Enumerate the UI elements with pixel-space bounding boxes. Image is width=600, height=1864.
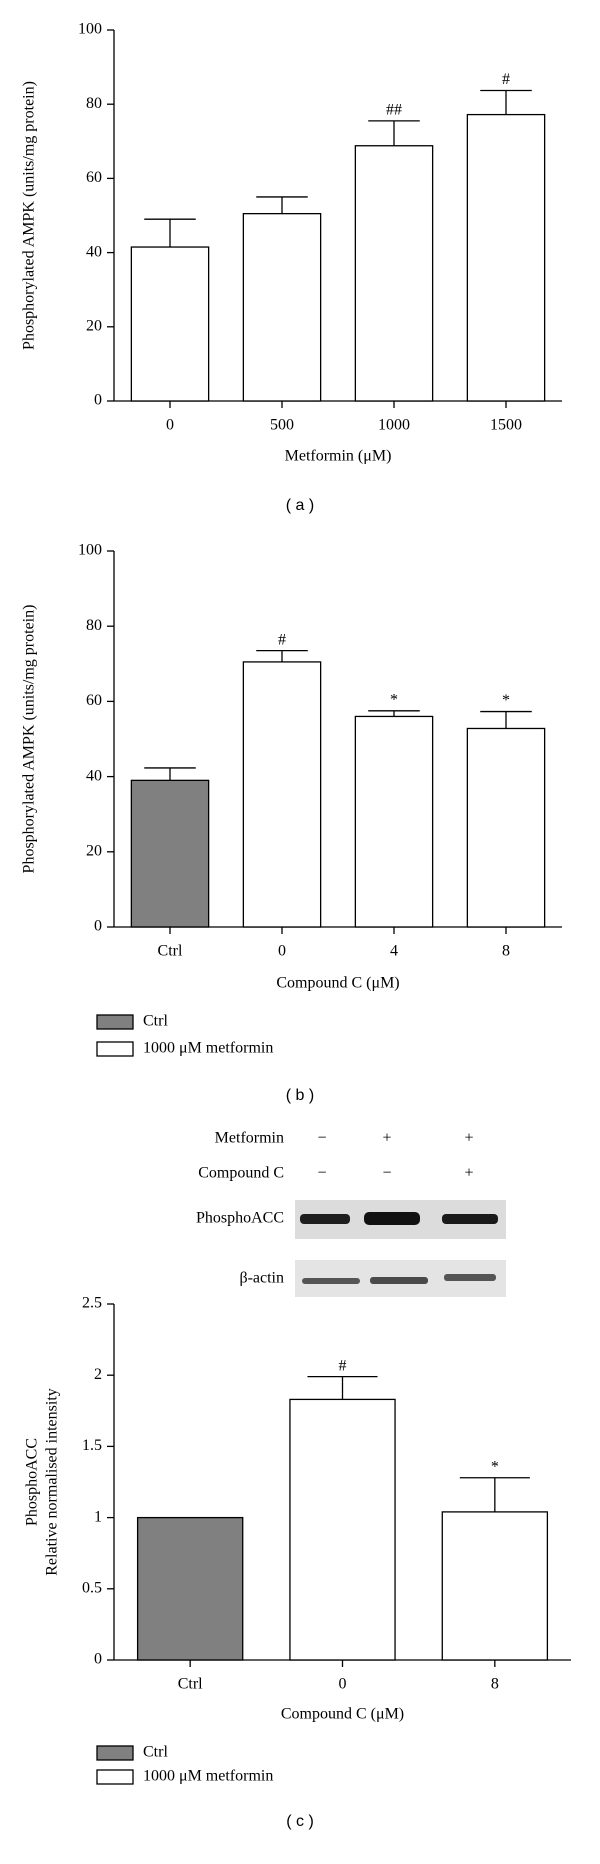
x-tick-label: 500	[270, 417, 294, 434]
significance-marker: *	[502, 692, 510, 709]
y-tick-label: 0	[94, 918, 102, 935]
bar	[130, 779, 210, 928]
condition-sign: +	[464, 1165, 473, 1182]
y-tick-label: 0.5	[82, 1579, 102, 1596]
legend-label: Ctrl	[143, 1013, 168, 1030]
significance-marker: #	[502, 71, 510, 88]
x-axis-label: Compound C (μM)	[281, 1706, 404, 1723]
condition-label: Metformin	[215, 1130, 284, 1147]
panel-label: ( b )	[286, 1087, 314, 1104]
y-tick-label: 80	[86, 95, 102, 112]
y-tick-label: 2	[94, 1366, 102, 1383]
legend-label: 1000 μM metformin	[143, 1768, 273, 1785]
y-tick-label: 100	[78, 542, 102, 559]
panel-label: ( a )	[286, 497, 314, 514]
x-tick-label: 8	[491, 1676, 499, 1693]
x-tick-label: 1000	[378, 417, 410, 434]
blot-band	[442, 1214, 498, 1224]
condition-sign: −	[382, 1165, 391, 1182]
bar	[441, 1511, 549, 1661]
significance-marker: #	[278, 631, 286, 648]
y-tick-label: 1.5	[82, 1437, 102, 1454]
blot-band	[302, 1278, 360, 1284]
bar	[466, 113, 546, 402]
x-tick-label: 0	[339, 1676, 347, 1693]
y-axis-label: Phosphorylated AMPK (units/mg protein)	[21, 605, 38, 874]
legend-swatch	[96, 1014, 134, 1030]
x-tick-label: 0	[278, 943, 286, 960]
condition-sign: +	[464, 1130, 473, 1147]
bar	[242, 212, 322, 402]
y-tick-label: 40	[86, 767, 102, 784]
significance-marker: *	[491, 1458, 499, 1475]
legend-swatch	[96, 1769, 134, 1785]
blot-band	[300, 1214, 350, 1224]
bar	[242, 661, 322, 928]
y-tick-label: 0	[94, 392, 102, 409]
y-tick-label: 20	[86, 842, 102, 859]
blot-band	[364, 1212, 420, 1225]
significance-marker: *	[390, 691, 398, 708]
x-axis-label: Metformin (μM)	[285, 448, 392, 465]
bar	[354, 715, 434, 928]
y-tick-label: 40	[86, 243, 102, 260]
significance-marker: ##	[386, 102, 402, 119]
blot-label: PhosphoACC	[196, 1210, 284, 1227]
y-axis-label: Phosphorylated AMPK (units/mg protein)	[21, 81, 38, 350]
y-tick-label: 1	[94, 1508, 102, 1525]
blot-band	[444, 1274, 496, 1281]
bar	[289, 1398, 396, 1661]
x-tick-label: 4	[390, 943, 398, 960]
y-tick-label: 60	[86, 169, 102, 186]
bar	[466, 727, 546, 928]
legend-swatch	[96, 1041, 134, 1057]
condition-sign: +	[382, 1130, 391, 1147]
panel-label: ( c )	[286, 1813, 314, 1830]
condition-sign: −	[317, 1130, 326, 1147]
bar	[130, 246, 210, 402]
blot-label: β-actin	[239, 1270, 284, 1287]
x-tick-label: Ctrl	[158, 943, 183, 960]
x-tick-label: 8	[502, 943, 510, 960]
x-tick-label: Ctrl	[178, 1676, 203, 1693]
y-tick-label: 100	[78, 21, 102, 38]
x-tick-label: 0	[166, 417, 174, 434]
legend-label: Ctrl	[143, 1744, 168, 1761]
condition-label: Compound C	[198, 1165, 284, 1182]
bar	[354, 145, 434, 402]
legend-label: 1000 μM metformin	[143, 1040, 273, 1057]
y-tick-label: 0	[94, 1651, 102, 1668]
y-tick-label: 20	[86, 317, 102, 334]
condition-sign: −	[317, 1165, 326, 1182]
bar	[136, 1516, 244, 1661]
x-axis-label: Compound C (μM)	[276, 975, 399, 992]
y-tick-label: 60	[86, 692, 102, 709]
significance-marker: #	[339, 1357, 347, 1374]
y-axis-label: Relative normalised intensity	[44, 1388, 61, 1576]
legend-swatch	[96, 1745, 134, 1761]
y-tick-label: 80	[86, 617, 102, 634]
x-tick-label: 1500	[490, 417, 522, 434]
y-axis-label: PhosphoACC	[24, 1438, 41, 1526]
y-tick-label: 2.5	[82, 1295, 102, 1312]
blot-image	[295, 1200, 506, 1297]
blot-band	[370, 1277, 428, 1284]
